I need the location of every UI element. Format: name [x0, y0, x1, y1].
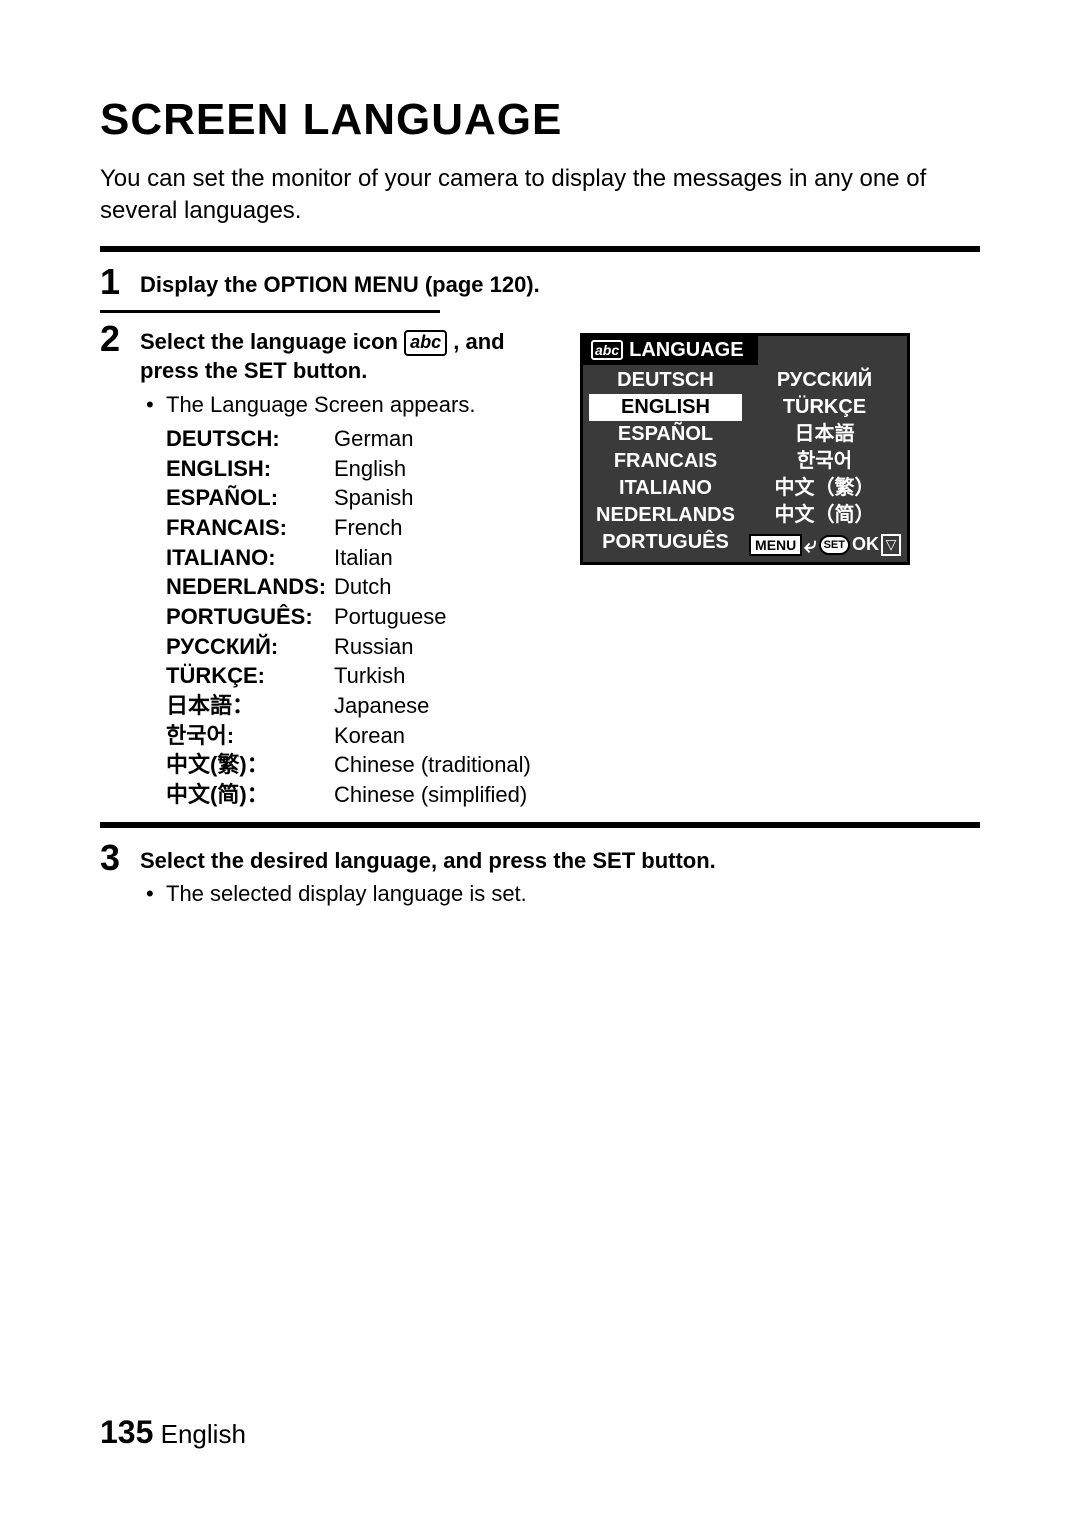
language-row: ESPAÑOL:Spanish: [166, 483, 550, 513]
language-row: NEDERLANDS:Dutch: [166, 572, 550, 602]
language-label: 中文(简)：: [166, 780, 334, 810]
language-label: FRANCAIS:: [166, 513, 334, 543]
menu-badge-icon: MENU: [749, 534, 802, 556]
down-arrow-icon: ▽: [881, 534, 901, 556]
lcd-language-item[interactable]: ENGLISH: [589, 394, 742, 421]
footer-language: English: [161, 1419, 246, 1449]
language-value: French: [334, 513, 402, 543]
language-value: Dutch: [334, 572, 391, 602]
lcd-language-item[interactable]: 中文（繁）: [748, 475, 901, 502]
language-value: Japanese: [334, 691, 429, 721]
language-row: ENGLISH:English: [166, 454, 550, 484]
language-value: Russian: [334, 632, 413, 662]
lcd-language-item[interactable]: ITALIANO: [589, 475, 742, 502]
language-value: Chinese (traditional): [334, 750, 531, 780]
language-label: ESPAÑOL:: [166, 483, 334, 513]
language-row: TÜRKÇE:Turkish: [166, 661, 550, 691]
language-label: TÜRKÇE:: [166, 661, 334, 691]
step-3-row: 3 Select the desired language, and press…: [100, 840, 980, 909]
step-3-bullet: The selected display language is set.: [140, 879, 980, 909]
language-label: DEUTSCH:: [166, 424, 334, 454]
step-2-heading: Select the language icon abc , and press…: [140, 327, 550, 386]
language-value: Chinese (simplified): [334, 780, 527, 810]
step-2-heading-pre: Select the language icon: [140, 329, 404, 354]
language-row: 中文(简)：Chinese (simplified): [166, 780, 550, 810]
language-value: English: [334, 454, 406, 484]
intro-text: You can set the monitor of your camera t…: [100, 163, 980, 228]
language-value: Turkish: [334, 661, 405, 691]
language-label: NEDERLANDS:: [166, 572, 334, 602]
language-value: Korean: [334, 721, 405, 751]
language-value: German: [334, 424, 413, 454]
page-title: SCREEN LANGUAGE: [100, 95, 980, 145]
language-row: DEUTSCH:German: [166, 424, 550, 454]
abc-icon: abc: [591, 340, 623, 360]
page-number: 135: [100, 1414, 153, 1450]
lcd-language-item[interactable]: DEUTSCH: [589, 367, 742, 394]
language-row: 日本語：Japanese: [166, 691, 550, 721]
step-1-heading: Display the OPTION MENU (page 120).: [140, 270, 980, 300]
lcd-language-item[interactable]: 日本語: [748, 421, 901, 448]
lcd-language-grid: DEUTSCHРУССКИЙENGLISHTÜRKÇEESPAÑOL日本語FRA…: [583, 365, 907, 558]
language-row: 中文(繁)：Chinese (traditional): [166, 750, 550, 780]
lcd-titlebar: abc LANGUAGE: [583, 336, 758, 365]
language-label: 中文(繁)：: [166, 750, 334, 780]
step-number: 3: [100, 840, 126, 876]
step-number: 2: [100, 321, 126, 357]
language-label: PORTUGUÊS:: [166, 602, 334, 632]
lcd-footer: MENU ⤶ SET OK ▽: [749, 532, 901, 558]
divider: [100, 246, 980, 252]
lcd-screenshot: abc LANGUAGE DEUTSCHРУССКИЙENGLISHTÜRKÇE…: [580, 333, 910, 565]
language-row: ITALIANO:Italian: [166, 543, 550, 573]
abc-icon: abc: [404, 330, 447, 356]
language-value: Portuguese: [334, 602, 447, 632]
language-label: 한국어:: [166, 721, 334, 751]
language-row: РУССКИЙ:Russian: [166, 632, 550, 662]
language-label: ITALIANO:: [166, 543, 334, 573]
step-number: 1: [100, 264, 126, 300]
lcd-language-item[interactable]: 한국어: [748, 448, 901, 475]
language-value: Italian: [334, 543, 393, 573]
lcd-language-item[interactable]: NEDERLANDS: [589, 502, 742, 529]
language-value: Spanish: [334, 483, 414, 513]
language-label: РУССКИЙ:: [166, 632, 334, 662]
language-label: 日本語：: [166, 691, 334, 721]
ok-label: OK: [852, 534, 879, 555]
language-label: ENGLISH:: [166, 454, 334, 484]
step-2-bullet: The Language Screen appears.: [140, 390, 550, 420]
language-row: FRANCAIS:French: [166, 513, 550, 543]
language-row: PORTUGUÊS:Portuguese: [166, 602, 550, 632]
lcd-language-item[interactable]: PORTUGUÊS: [589, 529, 742, 556]
back-arrow-icon: ⤶: [804, 532, 816, 558]
lcd-language-item[interactable]: TÜRKÇE: [748, 394, 901, 421]
lcd-language-item[interactable]: 中文（简）: [748, 502, 901, 529]
step-2-row: 2 Select the language icon abc , and pre…: [100, 321, 980, 810]
lcd-language-item[interactable]: РУССКИЙ: [748, 367, 901, 394]
page-footer: 135 English: [100, 1414, 246, 1451]
divider: [100, 822, 980, 828]
divider-small: [100, 310, 440, 313]
language-row: 한국어:Korean: [166, 721, 550, 751]
lcd-language-item[interactable]: FRANCAIS: [589, 448, 742, 475]
language-table: DEUTSCH:GermanENGLISH:EnglishESPAÑOL:Spa…: [140, 424, 550, 810]
lcd-language-item[interactable]: ESPAÑOL: [589, 421, 742, 448]
step-1-row: 1 Display the OPTION MENU (page 120).: [100, 264, 980, 300]
lcd-title: LANGUAGE: [629, 339, 743, 362]
set-badge-icon: SET: [819, 535, 850, 555]
step-3-heading: Select the desired language, and press t…: [140, 846, 980, 876]
